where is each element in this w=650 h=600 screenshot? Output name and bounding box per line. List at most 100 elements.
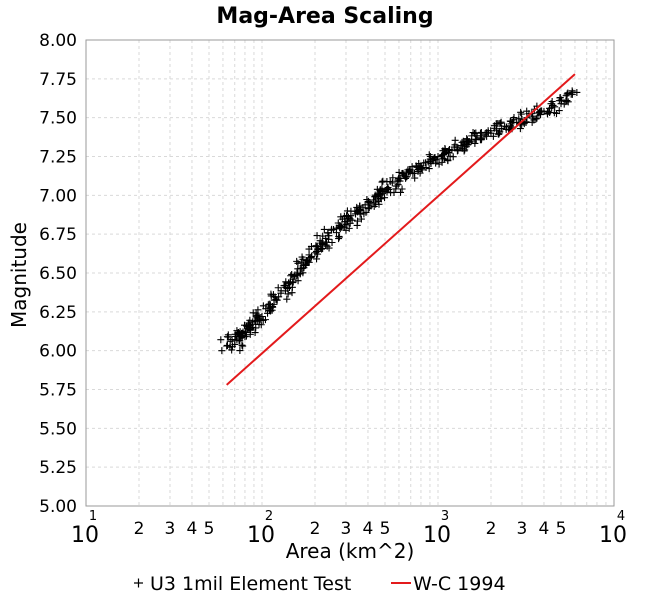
data-point (568, 87, 576, 95)
data-point (280, 282, 288, 290)
data-point (557, 96, 565, 104)
y-tick-label: 7.75 (39, 70, 77, 90)
data-point (285, 280, 293, 288)
data-point (217, 336, 225, 344)
data-point (389, 174, 397, 182)
data-point (324, 235, 332, 243)
data-point (390, 188, 398, 196)
legend[interactable]: U3 1mil Element Test W-C 1994 (134, 573, 506, 595)
data-point (461, 146, 469, 154)
data-point (502, 125, 510, 133)
y-tick-label: 5.25 (39, 458, 77, 478)
plot-frame (85, 39, 615, 507)
data-point (296, 269, 304, 277)
data-point (517, 110, 525, 118)
data-point (517, 108, 525, 116)
data-point (395, 168, 403, 176)
x-tick-base: 10 (71, 523, 99, 548)
wc1994-line (226, 73, 576, 386)
data-point (304, 258, 312, 266)
data-point (223, 341, 231, 349)
data-point (342, 226, 350, 234)
x-minor-tick-label: 2 (486, 519, 497, 539)
data-point (252, 312, 260, 320)
data-point (379, 187, 387, 195)
data-point (306, 254, 314, 262)
data-point (346, 219, 354, 227)
y-tick-label: 5.75 (39, 381, 77, 401)
data-point (410, 169, 418, 177)
data-point (432, 159, 440, 167)
data-point (317, 244, 325, 252)
data-point (335, 233, 343, 241)
data-point (392, 185, 400, 193)
data-point (289, 279, 297, 287)
data-point (271, 293, 279, 301)
data-point (284, 290, 292, 298)
y-tick-label: 6.00 (39, 342, 77, 362)
data-point (383, 185, 391, 193)
data-point (510, 114, 518, 122)
y-tick-label: 7.25 (39, 148, 77, 168)
data-point (246, 316, 254, 324)
data-point (497, 118, 505, 126)
data-point (425, 165, 433, 173)
legend-label-wc1994: W-C 1994 (413, 573, 506, 595)
x-minor-tick-label: 3 (517, 519, 528, 539)
data-point (332, 229, 340, 237)
x-minor-tick-label: 4 (187, 519, 198, 539)
data-point (283, 295, 291, 303)
data-point (238, 341, 246, 349)
data-point (353, 221, 361, 229)
x-tick-exponent: 3 (441, 509, 449, 524)
data-point (336, 222, 344, 230)
x-tick-exponent: 2 (265, 509, 273, 524)
data-point (396, 177, 404, 185)
data-point (370, 202, 378, 210)
x-tick-base: 10 (423, 523, 451, 548)
data-point (532, 115, 540, 123)
data-point (515, 115, 523, 123)
x-tick-exponent: 1 (89, 509, 97, 524)
data-point (444, 156, 452, 164)
y-tick-label: 5.00 (39, 497, 77, 517)
legend-item-u3[interactable]: U3 1mil Element Test (134, 573, 351, 595)
data-point (445, 148, 453, 156)
data-point (547, 100, 555, 108)
data-point (492, 120, 500, 128)
data-point (226, 337, 234, 345)
data-point (255, 317, 263, 325)
data-point (249, 309, 257, 317)
data-point (364, 198, 372, 206)
data-point (305, 245, 313, 253)
x-minor-tick-label: 5 (556, 519, 567, 539)
data-point (267, 292, 275, 300)
data-point (375, 200, 383, 208)
data-point (294, 277, 302, 285)
data-point (244, 323, 252, 331)
data-point (228, 346, 236, 354)
data-point (356, 209, 364, 217)
data-point (381, 194, 389, 202)
data-point (287, 272, 295, 280)
y-tick-label: 6.75 (39, 225, 77, 245)
data-point (233, 336, 241, 344)
data-point (449, 153, 457, 161)
data-point (239, 342, 247, 350)
data-point (294, 259, 302, 267)
data-point (418, 164, 426, 172)
scatter-series-u3 (217, 87, 581, 355)
y-tick-label: 5.50 (39, 419, 77, 439)
data-point (529, 114, 537, 122)
data-point (484, 129, 492, 137)
legend-item-wc1994[interactable]: W-C 1994 (391, 573, 506, 595)
data-point (560, 100, 568, 108)
data-point (564, 89, 572, 97)
y-axis-ticks: 5.00 5.25 5.50 5.75 6.00 6.25 6.50 6.75 7.00 7.25… (39, 31, 77, 517)
data-point (252, 324, 260, 332)
x-minor-tick-label: 4 (539, 519, 550, 539)
data-point (366, 199, 374, 207)
data-point (318, 240, 326, 248)
data-point (274, 284, 282, 292)
data-point (335, 235, 343, 243)
